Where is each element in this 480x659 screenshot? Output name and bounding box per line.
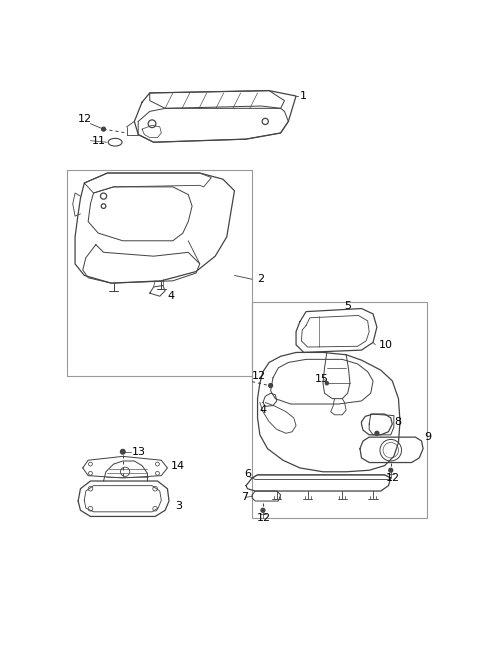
Text: 4: 4 [168,291,175,301]
Text: 2: 2 [258,274,264,284]
Text: 7: 7 [240,492,248,502]
Text: 12: 12 [386,473,400,483]
Text: 15: 15 [315,374,329,384]
Text: 8: 8 [395,416,402,427]
Circle shape [375,432,379,435]
Circle shape [102,127,106,131]
Text: 4: 4 [260,405,267,415]
Text: 5: 5 [345,301,351,311]
Text: 13: 13 [132,447,146,457]
Circle shape [269,384,273,387]
Text: 12: 12 [257,513,271,523]
Circle shape [261,508,265,512]
Text: 11: 11 [92,136,106,146]
Text: 10: 10 [378,340,393,350]
Circle shape [389,469,393,472]
Circle shape [325,382,328,385]
Text: 3: 3 [175,501,182,511]
Text: 9: 9 [425,432,432,442]
Text: 1: 1 [300,91,307,101]
Text: 14: 14 [170,461,185,471]
Circle shape [120,449,125,454]
Text: 12: 12 [78,114,92,124]
Text: 12: 12 [252,370,266,380]
Text: 6: 6 [244,469,252,479]
